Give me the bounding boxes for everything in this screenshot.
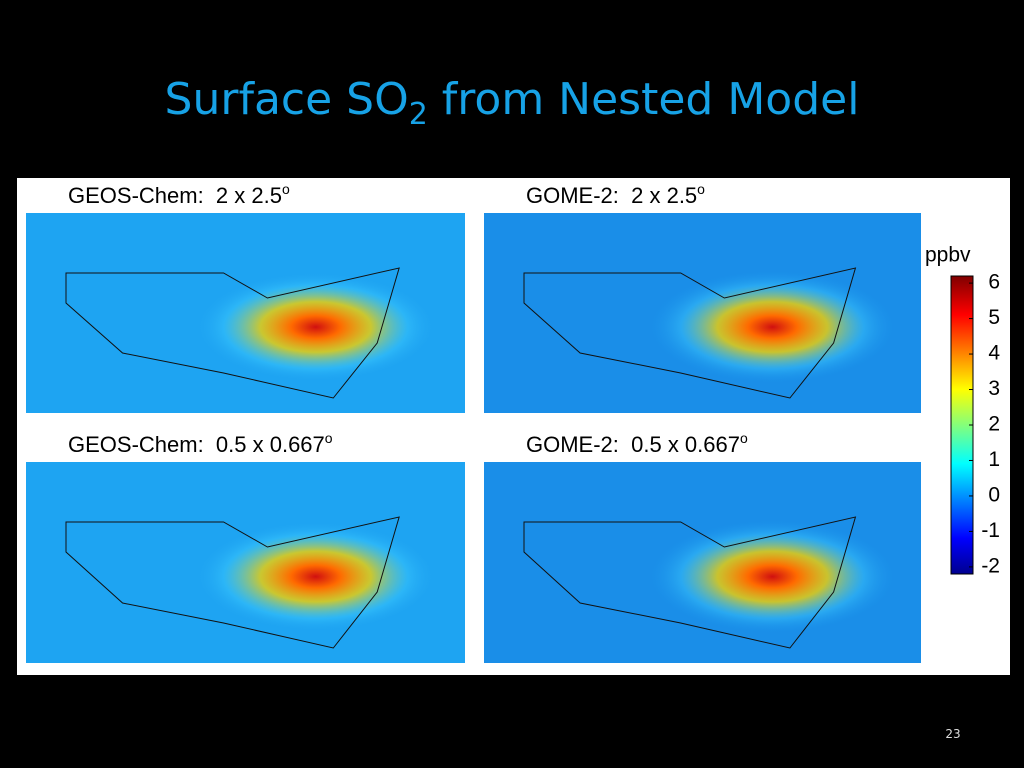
panel-title: GOME-2: 2 x 2.5o xyxy=(526,181,705,208)
panel-title-text: GOME-2: 2 x 2.5 xyxy=(526,183,697,208)
colorbar-tick-label: 1 xyxy=(988,448,1000,471)
map-outline xyxy=(65,267,400,399)
colorbar-tick-label: 2 xyxy=(988,413,1000,436)
panel-title: GEOS-Chem: 0.5 x 0.667o xyxy=(68,430,333,457)
colorbar-tick-label: 3 xyxy=(988,377,1000,400)
colorbar-tick-label: 5 xyxy=(988,306,1000,329)
panel-title-text: GOME-2: 0.5 x 0.667 xyxy=(526,432,740,457)
panel-title: GOME-2: 0.5 x 0.667o xyxy=(526,430,748,457)
map-hotspot xyxy=(484,213,921,413)
colorbar-label: ppbv xyxy=(925,244,971,267)
colorbar-tick-label: 4 xyxy=(988,342,1000,365)
map-hotspot xyxy=(26,462,465,663)
colorbar-tick-label: 6 xyxy=(988,271,1000,294)
map-outline xyxy=(523,267,857,399)
panel-title-text: GEOS-Chem: 0.5 x 0.667 xyxy=(68,432,325,457)
page-number: 23 xyxy=(945,727,960,741)
slide-title: Surface SO2 from Nested Model xyxy=(165,74,860,132)
panel-title-text: GEOS-Chem: 2 x 2.5 xyxy=(68,183,282,208)
panel-title-sup: o xyxy=(740,430,748,446)
panel-title-sup: o xyxy=(325,430,333,446)
colorbar-tick-label: 0 xyxy=(988,483,1000,506)
map-hotspot xyxy=(26,213,465,413)
map-outline xyxy=(65,516,400,649)
colorbar-tick-label: -1 xyxy=(981,519,1000,542)
map-outline xyxy=(523,516,857,649)
maps: GEOS-Chem: 2 x 2.5o GOME-2: 2 x 2.5oGEOS-… xyxy=(26,181,921,663)
colorbar-ticks: 6 5 4 3 2 1 0 -1 -2 xyxy=(969,271,1000,577)
colorbar-tick-label: -2 xyxy=(981,554,1000,577)
panel-title-sup: o xyxy=(697,181,705,197)
map-hotspot xyxy=(484,462,921,663)
panel-title-sup: o xyxy=(282,181,290,197)
panel-title: GEOS-Chem: 2 x 2.5o xyxy=(68,181,290,208)
